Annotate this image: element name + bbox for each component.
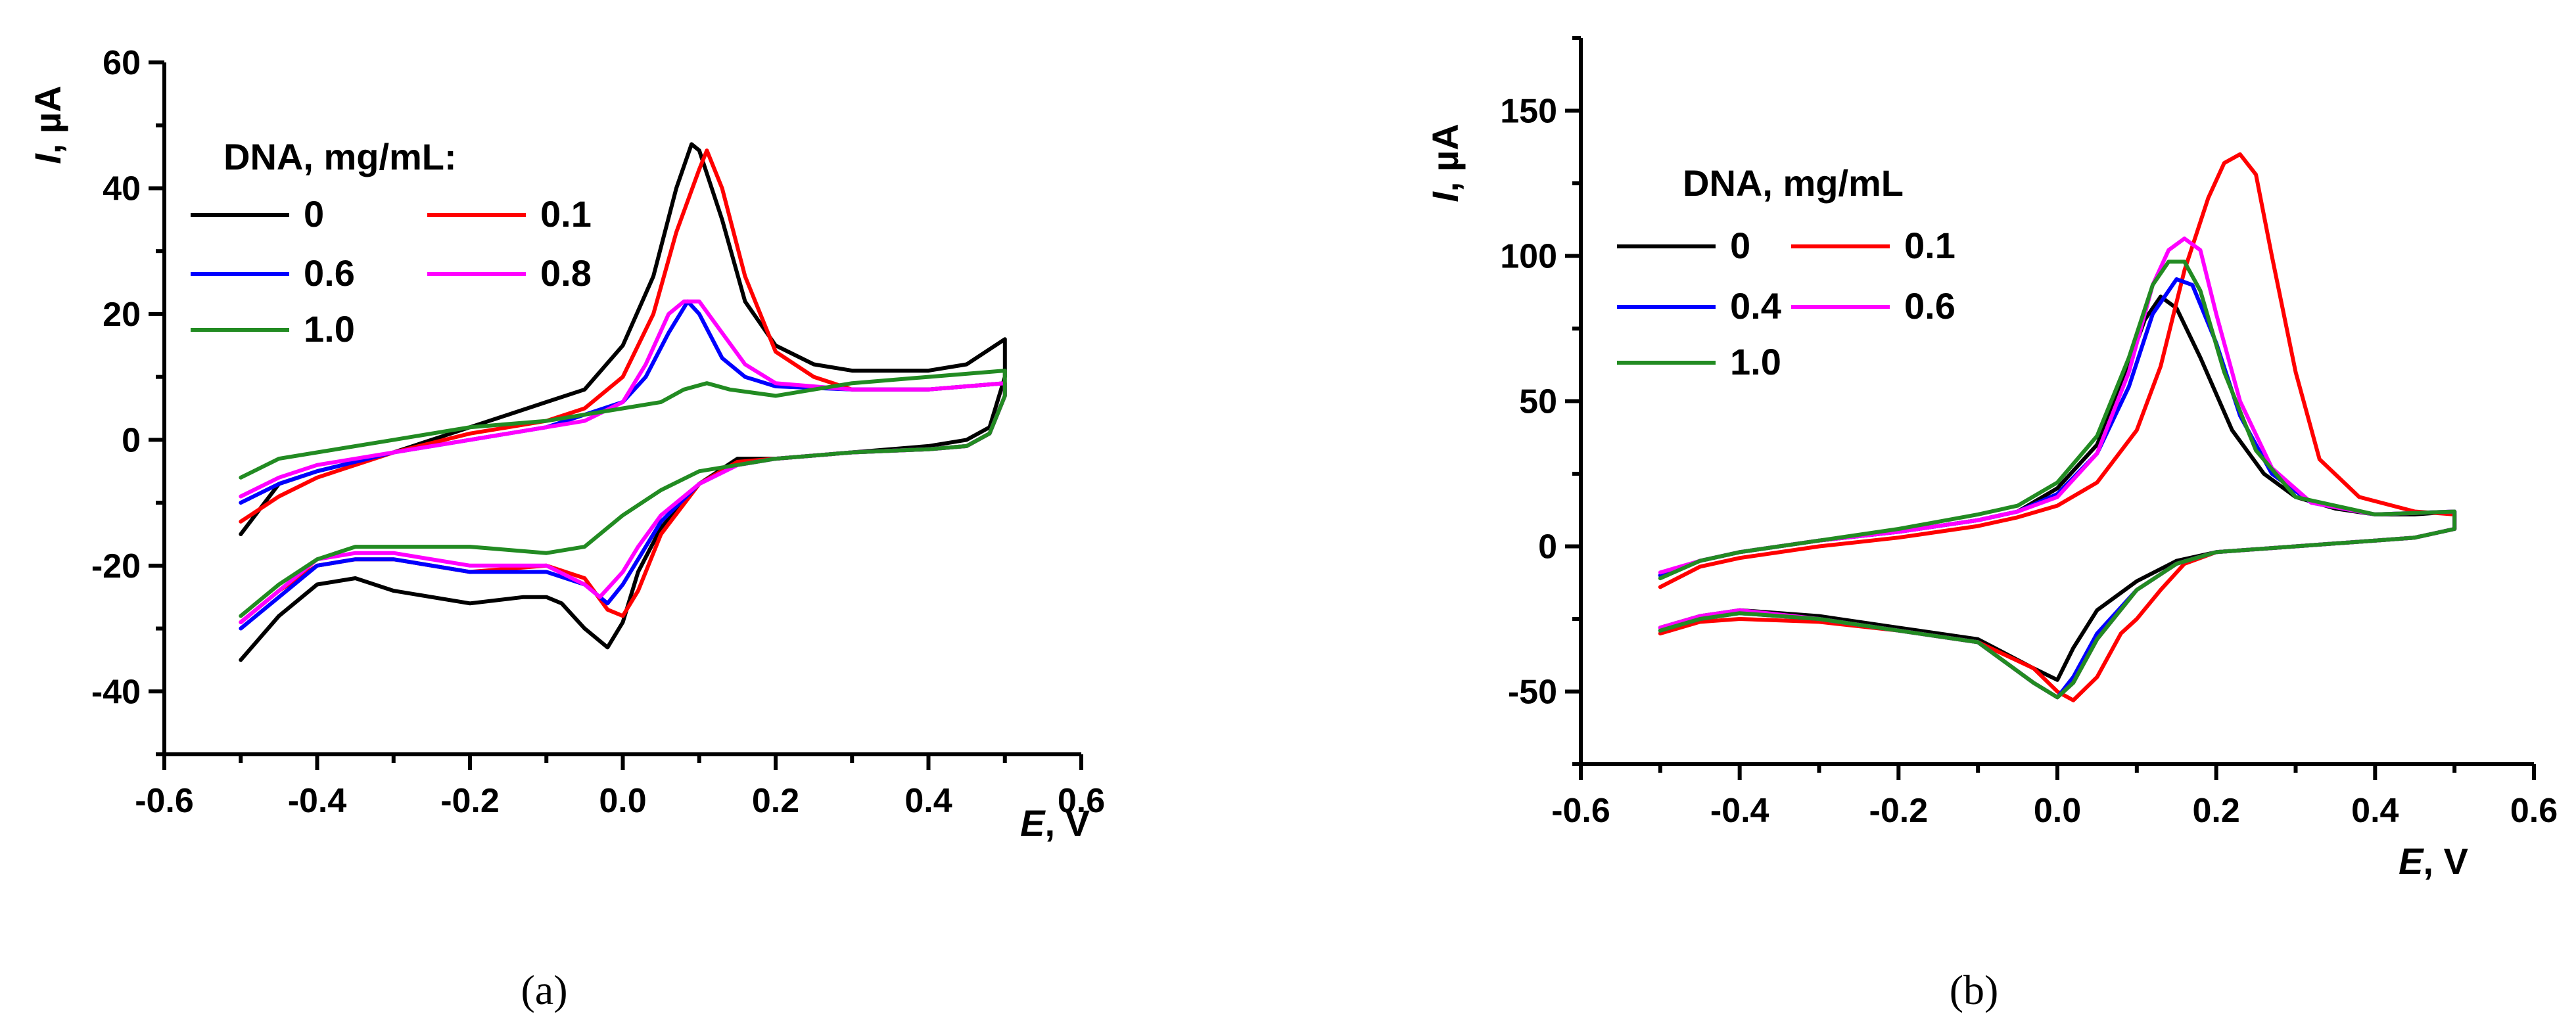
panel-b-legend-label: 0.6 [1904,285,1955,327]
panel-a-y-tick-label: -40 [91,673,141,711]
panel-a-ticks: -0.6 -0.4 -0.2 0.0 0.2 0.4 0.6 -40 -20 0 20 40 60 [91,44,1105,820]
panel-a-x-tick-label: 0.4 [904,782,952,820]
panel-a-chart: -0.6 -0.4 -0.2 0.0 0.2 0.4 0.6 -40 -20 0 20 40 60 I,… [27,44,1105,1013]
panel-a-legend-label: 0.8 [540,252,592,294]
panel-a-caption: (a) [521,967,567,1013]
panel-a-legend: 0 0.1 0.6 0.8 1.0 [191,193,592,350]
panel-a-series-1_0 [239,369,1007,618]
panel-a-x-tick-label: -0.2 [440,782,500,820]
panel-b-y-axis-title: I, µA [1424,124,1466,202]
panel-b-y-tick-label: 100 [1500,238,1557,276]
panel-a-curves [239,142,1007,662]
panel-b-x-tick-label: -0.4 [1710,792,1769,830]
panel-a-y-tick-label: 40 [103,170,141,208]
panel-b-legend-label: 0 [1730,225,1750,266]
panel-a-y-tick-label: 60 [103,44,141,82]
panel-b-legend-label: 0.4 [1730,285,1781,327]
panel-b-x-axis-title: E, V [2399,840,2468,882]
panel-b-curves [1658,152,2457,702]
panel-b-series-1_0 [1658,260,2457,700]
panel-b-x-tick-label: 0.4 [2351,792,2399,830]
panel-b-series-0_1 [1658,152,2457,702]
panel-a-legend-title: DNA, mg/mL: [223,136,457,177]
panel-b-legend-label: 1.0 [1730,341,1781,382]
panel-a-y-tick-label: 20 [103,296,141,334]
panel-a-x-tick-label: 0.6 [1058,782,1105,820]
panel-b-ticks: -0.6 -0.4 -0.2 0.0 0.2 0.4 0.6 -50 0 50 100 150 [1500,36,2558,830]
panel-a-y-tick-label: 0 [122,421,141,459]
panel-b-x-tick-label: 0.2 [2193,792,2240,830]
panel-b-legend-label: 0.1 [1904,225,1955,266]
panel-b-caption: (b) [1950,967,1999,1013]
panel-b-x-tick-label: 0.0 [2034,792,2081,830]
panel-b-legend-title: DNA, mg/mL [1683,162,1904,204]
panel-b-y-tick-label: 50 [1519,383,1557,421]
panel-b-chart: -0.6 -0.4 -0.2 0.0 0.2 0.4 0.6 -50 0 50 100 150 I, … [1424,36,2558,1013]
panel-a-x-tick-label: -0.6 [135,782,194,820]
panel-a-x-axis-title: E, V [1020,802,1090,844]
panel-b-y-tick-label: -50 [1508,673,1557,712]
panel-a-legend-label: 0.6 [304,252,355,294]
panel-a-x-tick-label: 0.2 [752,782,799,820]
panel-b-x-tick-label: 0.6 [2510,792,2558,830]
panel-b-y-tick-label: 150 [1500,93,1557,131]
panel-a-y-axis-title: I, µA [27,85,68,164]
panel-b-x-tick-label: -0.6 [1551,792,1610,830]
panel-a-x-tick-label: -0.4 [288,782,347,820]
panel-a-y-tick-label: -20 [91,547,141,585]
panel-a-x-tick-label: 0.0 [599,782,646,820]
panel-b-y-tick-label: 0 [1538,528,1557,566]
panel-a-legend-label: 1.0 [304,308,355,350]
panel-a-legend-label: 0 [304,193,324,235]
panel-b-legend: 0 0.1 0.4 0.6 1.0 [1617,225,1955,382]
panel-b-x-tick-label: -0.2 [1869,792,1929,830]
panel-b-axes [1579,38,2534,766]
panel-a-legend-label: 0.1 [540,193,592,235]
